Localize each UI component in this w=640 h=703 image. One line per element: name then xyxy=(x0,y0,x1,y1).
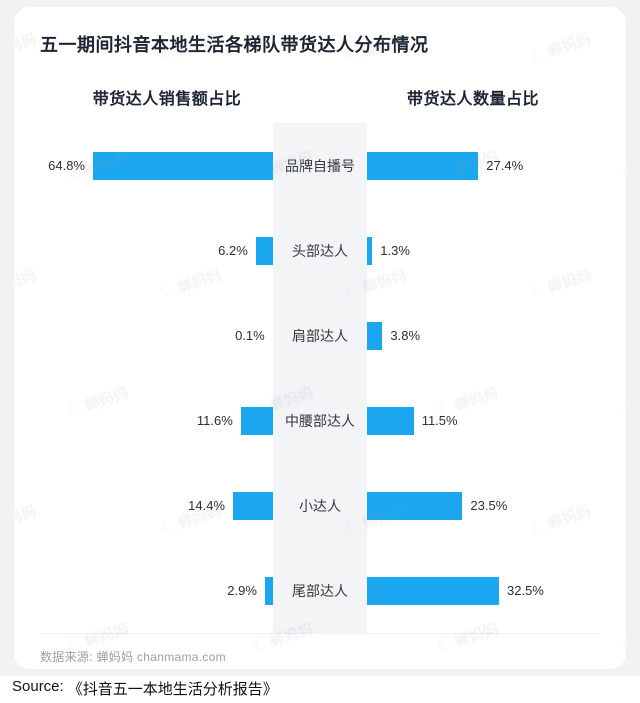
sales-value-label: 64.8% xyxy=(48,158,85,173)
sales-cell: 14.4% xyxy=(14,491,273,520)
sales-value-label: 11.6% xyxy=(196,413,233,428)
count-cell: 3.8% xyxy=(367,321,626,350)
chart-card: ☾蝉妈妈☾蝉妈妈☾蝉妈妈☾蝉妈妈☾蝉妈妈☾蝉妈妈☾蝉妈妈☾蝉妈妈☾蝉妈妈☾蝉妈妈… xyxy=(14,7,626,669)
sales-bar xyxy=(264,576,273,605)
category-label: 中腰部达人 xyxy=(273,378,367,463)
series-headers: 带货达人销售额占比 带货达人数量占比 xyxy=(14,85,626,109)
sales-bar xyxy=(255,236,273,265)
data-source-note: 数据来源: 蝉妈妈 chanmama.com xyxy=(40,633,600,669)
sales-cell: 11.6% xyxy=(14,406,273,435)
count-bar xyxy=(367,406,414,435)
chart-row: 0.1% 肩部达人 3.8% xyxy=(14,293,626,378)
count-bar xyxy=(367,236,373,265)
source-caption: Source: 《抖音五一本地生活分析报告》 xyxy=(0,676,640,703)
count-bar xyxy=(367,576,499,605)
tornado-chart: 64.8% 品牌自播号 27.4% 6.2% 头部达人 1.3% 0.1% 肩部达人 3.8% 1… xyxy=(14,123,626,633)
category-label: 头部达人 xyxy=(273,208,367,293)
category-label: 小达人 xyxy=(273,463,367,548)
count-bar xyxy=(367,321,383,350)
sales-value-label: 6.2% xyxy=(218,243,248,258)
count-cell: 1.3% xyxy=(367,236,626,265)
count-value-label: 23.5% xyxy=(470,498,508,513)
sales-bar xyxy=(93,151,273,180)
count-bar xyxy=(367,491,463,520)
chart-title: 五一期间抖音本地生活各梯队带货达人分布情况 xyxy=(40,35,429,55)
count-cell: 11.5% xyxy=(367,406,626,435)
count-cell: 23.5% xyxy=(367,491,626,520)
count-value-label: 27.4% xyxy=(486,158,524,173)
right-series-header: 带货达人数量占比 xyxy=(406,91,539,108)
source-label: Source: xyxy=(12,678,64,695)
chart-row: 6.2% 头部达人 1.3% xyxy=(14,208,626,293)
sales-cell: 6.2% xyxy=(14,236,273,265)
count-bar xyxy=(367,151,479,180)
source-report-title: 《抖音五一本地生活分析报告》 xyxy=(67,681,278,698)
category-label: 品牌自播号 xyxy=(273,123,367,208)
chanmama-logo-icon: ☾ xyxy=(619,633,626,657)
sales-value-label: 2.9% xyxy=(227,583,257,598)
sales-cell: 0.1% xyxy=(14,321,273,350)
count-cell: 32.5% xyxy=(367,576,626,605)
category-label: 肩部达人 xyxy=(273,293,367,378)
count-value-label: 3.8% xyxy=(390,328,421,343)
sales-bar xyxy=(240,406,273,435)
sales-cell: 64.8% xyxy=(14,151,273,180)
count-value-label: 32.5% xyxy=(507,583,544,598)
chart-row: 11.6% 中腰部达人 11.5% xyxy=(14,378,626,463)
category-label: 尾部达人 xyxy=(273,548,367,633)
count-value-label: 11.5% xyxy=(421,413,458,428)
chart-row: 2.9% 尾部达人 32.5% xyxy=(14,548,626,633)
page-background: ☾蝉妈妈☾蝉妈妈☾蝉妈妈☾蝉妈妈☾蝉妈妈☾蝉妈妈☾蝉妈妈☾蝉妈妈☾蝉妈妈☾蝉妈妈… xyxy=(0,0,640,676)
count-value-label: 1.3% xyxy=(380,243,410,258)
sales-cell: 2.9% xyxy=(14,576,273,605)
chart-row: 14.4% 小达人 23.5% xyxy=(14,463,626,548)
left-series-header: 带货达人销售额占比 xyxy=(92,91,242,108)
sales-bar xyxy=(233,491,273,520)
count-cell: 27.4% xyxy=(367,151,626,180)
chart-row: 64.8% 品牌自播号 27.4% xyxy=(14,123,626,208)
sales-value-label: 0.1% xyxy=(235,328,265,343)
sales-value-label: 14.4% xyxy=(188,498,225,513)
